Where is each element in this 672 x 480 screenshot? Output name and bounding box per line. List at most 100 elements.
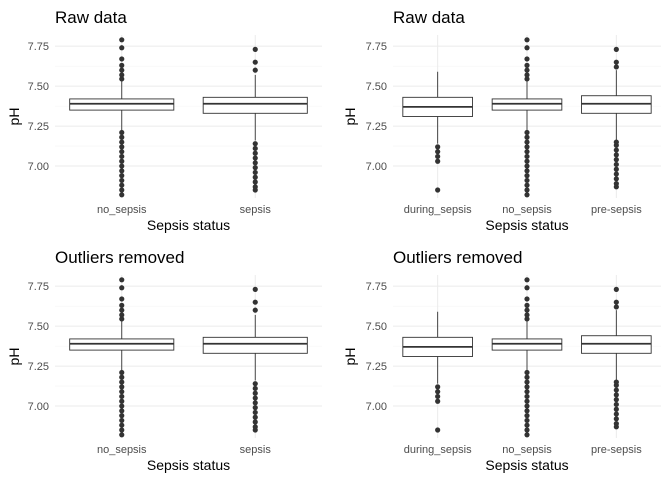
y-tick-label: 7.25	[28, 121, 49, 133]
outlier-point	[613, 64, 619, 70]
outlier-point	[613, 286, 619, 292]
outlier-point	[435, 144, 441, 150]
outlier-point	[119, 192, 125, 198]
box-iqr	[202, 96, 308, 114]
outlier-point	[252, 179, 258, 185]
outlier-point	[524, 384, 530, 390]
panel-4: 7.00 7.25 7.50 7.75 during_sepsis no_sepsis pr…	[342, 248, 661, 473]
panel-title: Raw data	[55, 8, 127, 27]
outlier-point	[119, 168, 125, 174]
outlier-point	[524, 302, 530, 308]
outlier-point	[119, 163, 125, 169]
outlier-point	[119, 177, 125, 184]
outlier-point	[119, 173, 125, 179]
boxplot-no_sepsis	[491, 37, 563, 198]
panel-1: 7.00 7.25 7.50 7.75 no_sepsis sepsis Raw data S…	[6, 8, 322, 233]
outlier-point	[524, 316, 530, 322]
outlier-point	[613, 401, 619, 408]
boxplot-during_sepsis	[402, 311, 473, 433]
outlier-point	[252, 286, 258, 292]
outlier-point	[524, 422, 530, 428]
x-tick-label: pre-sepsis	[591, 204, 642, 216]
outlier-point	[119, 408, 125, 414]
outlier-point	[524, 277, 530, 283]
outlier-point	[252, 160, 258, 166]
outlier-point	[613, 152, 619, 158]
outlier-point	[524, 173, 530, 179]
x-tick-label: no_sepsis	[502, 444, 552, 456]
boxplot-sepsis	[202, 286, 308, 433]
outlier-point	[524, 76, 530, 82]
outlier-point	[119, 134, 125, 140]
grid	[55, 35, 322, 198]
y-axis-label: pH	[342, 348, 358, 366]
outlier-point	[252, 381, 258, 387]
outlier-point	[119, 62, 125, 68]
boxplot-during_sepsis	[402, 71, 473, 193]
boxplot-sepsis	[202, 46, 308, 193]
outlier-point	[119, 374, 125, 380]
outlier-point	[435, 153, 441, 160]
x-axis-label: Sepsis status	[147, 217, 230, 233]
y-tick-label: 7.75	[28, 281, 49, 293]
outlier-point	[435, 384, 441, 390]
outlier-point	[524, 177, 530, 184]
outlier-point	[119, 149, 125, 155]
outlier-point	[524, 192, 530, 198]
outlier-point	[435, 389, 441, 395]
outlier-point	[524, 56, 530, 62]
outlier-point	[119, 422, 125, 428]
x-axis-label: Sepsis status	[485, 457, 568, 473]
outlier-point	[252, 155, 258, 161]
outlier-point	[613, 176, 619, 182]
x-tick-label: during_sepsis	[404, 444, 472, 456]
outlier-point	[119, 187, 125, 193]
outlier-point	[119, 312, 125, 318]
outlier-point	[119, 403, 125, 409]
outlier-point	[252, 184, 258, 190]
outlier-point	[613, 46, 619, 52]
y-tick-label: 7.25	[366, 121, 387, 133]
outlier-point	[119, 129, 125, 136]
outlier-point	[524, 149, 530, 155]
outlier-point	[613, 166, 619, 172]
outlier-point	[252, 169, 258, 176]
outlier-point	[252, 46, 258, 52]
outlier-point	[252, 419, 258, 425]
outlier-point	[524, 413, 530, 419]
outlier-point	[524, 153, 530, 160]
outlier-point	[119, 384, 125, 390]
y-tick-label: 7.50	[28, 321, 49, 333]
outlier-point	[613, 157, 619, 163]
outlier-point	[252, 150, 258, 156]
outlier-point	[524, 393, 530, 400]
outlier-point	[119, 139, 125, 145]
boxplot-pre-sepsis	[581, 286, 652, 430]
outlier-point	[435, 187, 441, 193]
outlier-point	[613, 416, 619, 422]
outlier-point	[119, 398, 125, 404]
grid	[55, 275, 322, 438]
y-tick-label: 7.00	[28, 401, 49, 413]
panel-title: Raw data	[393, 8, 465, 27]
outlier-point	[252, 174, 258, 180]
outlier-point	[524, 296, 530, 302]
outlier-point	[613, 171, 619, 177]
y-tick-label: 7.50	[366, 81, 387, 93]
y-axis-label: pH	[6, 108, 22, 126]
x-tick-label: sepsis	[240, 204, 272, 216]
outlier-point	[119, 379, 125, 385]
outlier-point	[252, 385, 258, 392]
outlier-point	[435, 149, 441, 155]
outlier-point	[119, 389, 125, 395]
outlier-point	[119, 307, 125, 313]
y-tick-label: 7.00	[366, 161, 387, 173]
outlier-point	[119, 427, 125, 433]
outlier-point	[119, 182, 125, 188]
outlier-point	[119, 158, 125, 164]
outlier-point	[119, 316, 125, 322]
outlier-point	[119, 277, 125, 283]
boxplot-pre-sepsis	[581, 46, 652, 190]
outlier-point	[524, 45, 530, 51]
outlier-point	[524, 389, 530, 395]
